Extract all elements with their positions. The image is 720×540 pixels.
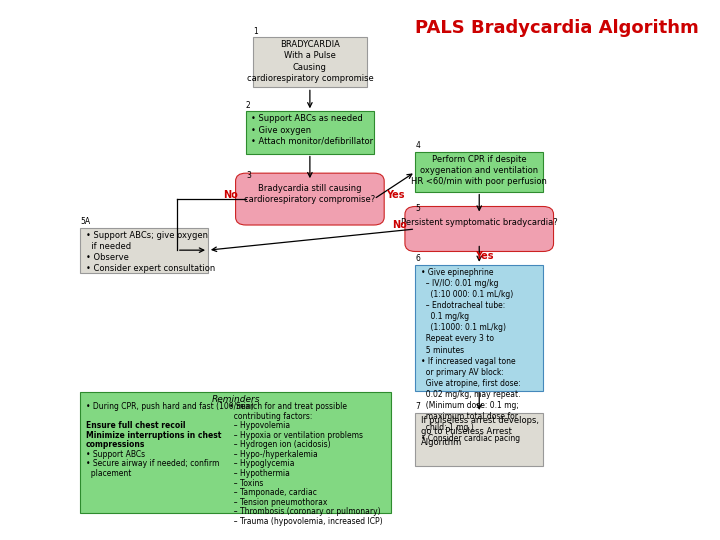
Text: • Support ABCs as needed
• Give oxygen
• Attach monitor/defibrillator: • Support ABCs as needed • Give oxygen •…	[251, 114, 374, 146]
Text: 2: 2	[246, 100, 251, 110]
FancyBboxPatch shape	[80, 392, 391, 514]
Text: PALS Bradycardia Algorithm: PALS Bradycardia Algorithm	[415, 18, 699, 37]
Text: • Support ABCs; give oxygen
  if needed
• Observe
• Consider expert consultation: • Support ABCs; give oxygen if needed • …	[86, 231, 215, 273]
Text: • During CPR, push hard and fast (100/min): • During CPR, push hard and fast (100/mi…	[86, 402, 253, 411]
Text: BRADYCARDIA
With a Pulse
Causing
cardiorespiratory compromise: BRADYCARDIA With a Pulse Causing cardior…	[246, 40, 373, 83]
Text: – Tamponade, cardiac: – Tamponade, cardiac	[230, 488, 318, 497]
Text: Reminders: Reminders	[212, 395, 260, 404]
FancyBboxPatch shape	[253, 37, 367, 87]
Text: 5A: 5A	[80, 217, 90, 226]
FancyBboxPatch shape	[80, 228, 208, 273]
Text: 5: 5	[415, 204, 420, 213]
Text: No: No	[223, 190, 238, 200]
Text: compressions: compressions	[86, 441, 145, 449]
Text: – Hypoxia or ventilation problems: – Hypoxia or ventilation problems	[230, 431, 364, 440]
Text: • Support ABCs: • Support ABCs	[86, 450, 145, 459]
Text: Persistent symptomatic bradycardia?: Persistent symptomatic bradycardia?	[401, 218, 557, 227]
Text: Perform CPR if despite
oxygenation and ventilation
HR <60/min with poor perfusio: Perform CPR if despite oxygenation and v…	[411, 155, 547, 186]
Text: Yes: Yes	[386, 190, 405, 200]
Text: 1: 1	[253, 26, 258, 36]
FancyBboxPatch shape	[235, 173, 384, 225]
FancyBboxPatch shape	[246, 111, 374, 153]
Text: Bradycardia still causing
cardiorespiratory compromise?: Bradycardia still causing cardiorespirat…	[244, 184, 376, 204]
FancyBboxPatch shape	[405, 206, 554, 252]
FancyBboxPatch shape	[415, 413, 543, 466]
Text: placement: placement	[86, 469, 131, 478]
Text: • Secure airway if needed; confirm: • Secure airway if needed; confirm	[86, 460, 219, 469]
Text: – Toxins: – Toxins	[230, 478, 264, 488]
Text: – Trauma (hypovolemia, increased ICP): – Trauma (hypovolemia, increased ICP)	[230, 517, 383, 525]
Text: – Hypo-/hyperkalemia: – Hypo-/hyperkalemia	[230, 450, 318, 459]
Text: If pulseless arrest develops,
go to Pulseless Arrest
Algorithm: If pulseless arrest develops, go to Puls…	[420, 416, 539, 447]
Text: • Search for and treat possible: • Search for and treat possible	[230, 402, 347, 411]
Text: 4: 4	[415, 141, 420, 151]
Text: No: No	[392, 220, 407, 229]
Text: 3: 3	[246, 171, 251, 179]
Text: Ensure full chest recoil: Ensure full chest recoil	[86, 421, 185, 430]
Text: – Hypovolemia: – Hypovolemia	[230, 421, 290, 430]
Text: Minimize interruptions in chest: Minimize interruptions in chest	[86, 431, 221, 440]
Text: contributing factors:: contributing factors:	[230, 412, 312, 421]
Text: 7: 7	[415, 402, 420, 411]
Text: • Give epinephrine
  – IV/IO: 0.01 mg/kg
    (1:10 000: 0.1 mL/kg)
  – Endotrach: • Give epinephrine – IV/IO: 0.01 mg/kg (…	[420, 268, 521, 443]
Text: – Tension pneumothorax: – Tension pneumothorax	[230, 497, 328, 507]
Text: – Hydrogen ion (acidosis): – Hydrogen ion (acidosis)	[230, 441, 331, 449]
FancyBboxPatch shape	[415, 265, 543, 390]
Text: – Thrombosis (coronary or pulmonary): – Thrombosis (coronary or pulmonary)	[230, 507, 381, 516]
Text: 6: 6	[415, 254, 420, 263]
Text: Yes: Yes	[475, 252, 494, 261]
Text: – Hypoglycemia: – Hypoglycemia	[230, 460, 295, 469]
Text: – Hypothermia: – Hypothermia	[230, 469, 290, 478]
FancyBboxPatch shape	[415, 152, 543, 192]
